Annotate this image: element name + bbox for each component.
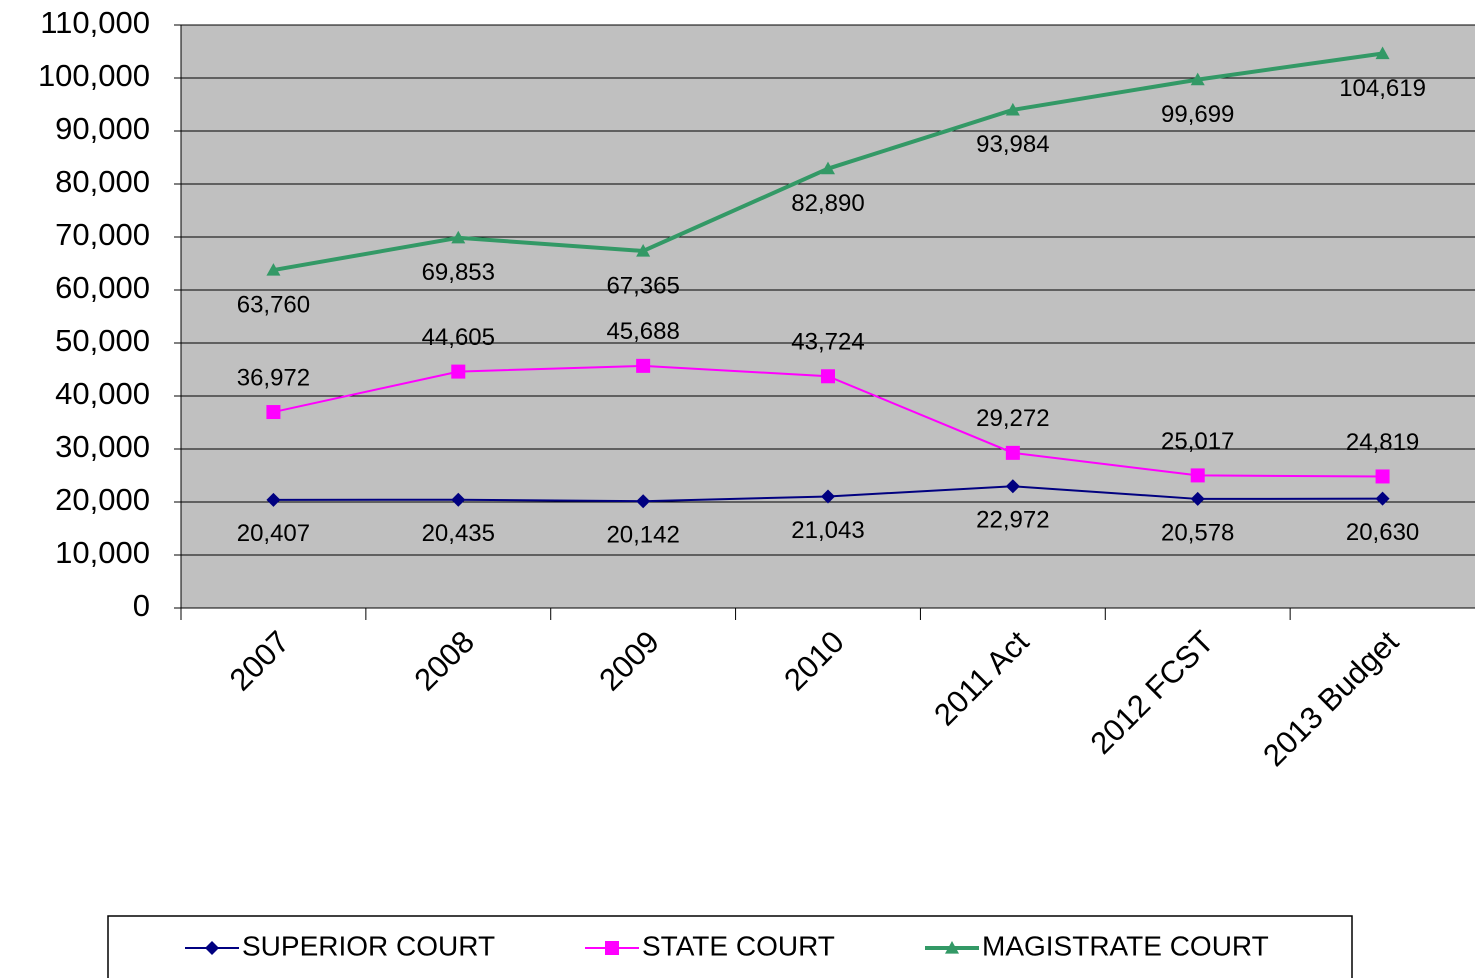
- data-label: 20,578: [1161, 519, 1234, 546]
- data-label: 22,972: [976, 507, 1049, 534]
- data-label: 93,984: [976, 131, 1049, 158]
- y-tick-label: 70,000: [55, 217, 150, 252]
- legend-box: [107, 915, 1353, 978]
- data-label: 24,819: [1346, 429, 1419, 456]
- y-tick-label: 50,000: [55, 323, 150, 358]
- data-label: 104,619: [1339, 75, 1426, 102]
- y-tick-label: 0: [133, 588, 150, 623]
- data-label: 67,365: [606, 272, 679, 299]
- data-label: 20,435: [422, 520, 495, 547]
- data-label: 20,630: [1346, 519, 1419, 546]
- marker: [821, 161, 835, 175]
- x-tick-label: 2012 FCST: [1084, 624, 1221, 761]
- data-label: 69,853: [422, 259, 495, 286]
- y-tick-label: 60,000: [55, 270, 150, 305]
- data-label: 44,605: [422, 324, 495, 351]
- marker: [821, 369, 835, 384]
- legend: SUPERIOR COURT STATE COURT MAGISTRATE COUR…: [107, 915, 1353, 978]
- legend-label: SUPERIOR COURT: [242, 930, 495, 961]
- data-label: 20,407: [237, 520, 310, 547]
- marker: [1005, 445, 1020, 460]
- legend-label: STATE COURT: [642, 930, 835, 961]
- x-tick-label: 2007: [223, 624, 297, 698]
- data-label: 63,760: [237, 291, 310, 318]
- marker: [1005, 479, 1020, 494]
- y-tick-label: 110,000: [40, 5, 150, 40]
- marker: [636, 243, 651, 257]
- marker: [1190, 491, 1205, 506]
- marker: [451, 364, 466, 379]
- y-tick-label: 20,000: [55, 482, 150, 517]
- y-tick-label: 80,000: [55, 164, 150, 199]
- marker: [451, 230, 466, 244]
- data-label: 36,972: [237, 364, 310, 391]
- x-tick-label: 2013 Budget: [1256, 624, 1405, 773]
- x-tick-label: 2008: [408, 624, 482, 698]
- marker: [1375, 491, 1390, 506]
- y-tick-label: 10,000: [55, 535, 150, 570]
- marker: [636, 358, 651, 373]
- marker: [821, 489, 835, 504]
- marker: [605, 941, 619, 955]
- marker: [1375, 46, 1390, 60]
- marker: [945, 941, 959, 954]
- x-tick-label: 2009: [592, 624, 666, 698]
- legend-label: MAGISTRATE COURT: [982, 930, 1269, 961]
- data-label: 82,890: [791, 190, 864, 217]
- x-tick-label: 2010: [777, 624, 851, 698]
- data-label: 43,724: [791, 329, 864, 356]
- marker: [266, 492, 281, 507]
- y-tick-label: 30,000: [55, 429, 150, 464]
- y-tick-label: 40,000: [55, 376, 150, 411]
- plot-area: [181, 25, 1475, 608]
- data-label: 29,272: [976, 405, 1049, 432]
- y-tick-label: 100,000: [38, 58, 150, 93]
- marker: [1190, 72, 1205, 86]
- data-label: 45,688: [606, 318, 679, 345]
- data-label: 20,142: [606, 522, 679, 549]
- marker: [451, 492, 466, 507]
- data-label: 21,043: [791, 517, 864, 544]
- data-label: 25,017: [1161, 428, 1234, 455]
- marker: [205, 941, 219, 955]
- marker: [266, 263, 281, 276]
- marker: [636, 494, 651, 509]
- x-tick-label: 2011 Act: [927, 624, 1036, 733]
- marker: [1190, 468, 1205, 483]
- marker: [266, 405, 281, 420]
- y-tick-label: 90,000: [55, 111, 150, 146]
- data-label: 99,699: [1161, 101, 1234, 128]
- marker: [1005, 102, 1020, 116]
- marker: [1375, 469, 1390, 484]
